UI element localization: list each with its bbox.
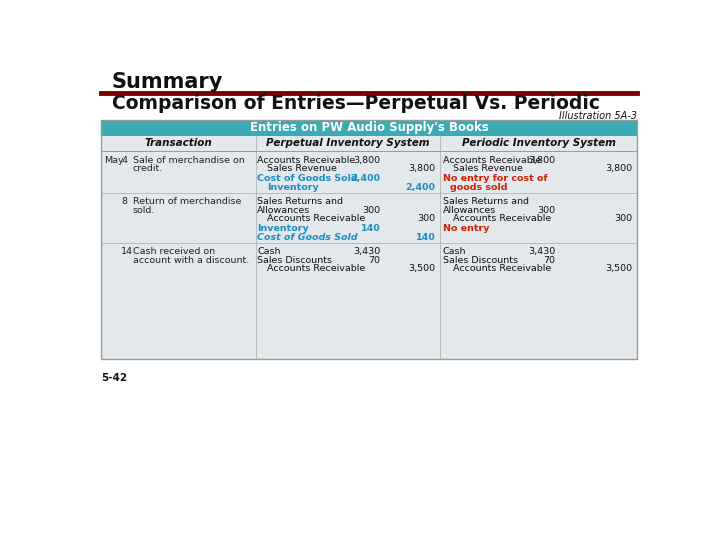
Text: 4: 4 [121,156,127,165]
Text: 3,430: 3,430 [528,247,555,256]
Text: Cash: Cash [443,247,466,256]
Text: Accounts Receivable: Accounts Receivable [453,214,551,224]
Text: Sales Returns and: Sales Returns and [258,197,343,206]
Text: Cash: Cash [258,247,281,256]
Text: Sales Revenue: Sales Revenue [266,164,336,173]
Text: 3,430: 3,430 [354,247,381,256]
Text: Periodic Inventory System: Periodic Inventory System [462,138,616,149]
Text: Accounts Receivable: Accounts Receivable [443,156,541,165]
Text: 3,800: 3,800 [606,164,632,173]
Text: sold.: sold. [132,206,155,215]
Text: 14: 14 [121,247,133,256]
Text: 2,400: 2,400 [405,183,436,192]
Text: 3,800: 3,800 [528,156,555,165]
Text: 300: 300 [537,206,555,215]
Text: Sales Returns and: Sales Returns and [443,197,528,206]
Text: Cost of Goods Sold: Cost of Goods Sold [258,174,358,183]
Text: 140: 140 [416,233,436,242]
Text: goods sold: goods sold [451,183,508,192]
Text: No entry for cost of: No entry for cost of [443,174,547,183]
Text: Cash received on: Cash received on [132,247,215,256]
Text: May: May [104,156,124,165]
Text: Allowances: Allowances [443,206,496,215]
Text: credit.: credit. [132,164,163,173]
Text: Allowances: Allowances [258,206,310,215]
Text: 3,800: 3,800 [408,164,436,173]
Text: Inventory: Inventory [266,183,318,192]
Bar [101,120,637,136]
Text: Perpetual Inventory System: Perpetual Inventory System [266,138,430,149]
Bar [101,120,637,359]
Text: 3,500: 3,500 [606,265,632,273]
Text: 5-42: 5-42 [101,373,127,383]
Bar [101,151,637,359]
Text: Sale of merchandise on: Sale of merchandise on [132,156,244,165]
Text: 70: 70 [369,256,381,265]
Text: Entries on PW Audio Supply's Books: Entries on PW Audio Supply's Books [250,122,488,134]
Text: Return of merchandise: Return of merchandise [132,197,241,206]
Text: Comparison of Entries—Perpetual Vs. Periodic: Comparison of Entries—Perpetual Vs. Peri… [112,94,600,113]
Text: 300: 300 [614,214,632,224]
Text: Accounts Receivable: Accounts Receivable [453,265,551,273]
Text: Sales Revenue: Sales Revenue [453,164,523,173]
Text: 2,400: 2,400 [351,174,381,183]
Text: Cost of Goods Sold: Cost of Goods Sold [258,233,358,242]
Text: Accounts Receivable: Accounts Receivable [266,214,365,224]
Text: Accounts Receivable: Accounts Receivable [266,265,365,273]
Bar [101,136,637,151]
Text: Transaction: Transaction [145,138,212,149]
Text: 70: 70 [543,256,555,265]
Text: 3,500: 3,500 [408,265,436,273]
Text: Summary: Summary [112,72,223,92]
Text: 300: 300 [362,206,381,215]
Text: No entry: No entry [443,224,489,233]
Text: account with a discount.: account with a discount. [132,256,249,265]
Text: Sales Discounts: Sales Discounts [258,256,333,265]
Text: Accounts Receivable: Accounts Receivable [258,156,356,165]
Text: Sales Discounts: Sales Discounts [443,256,518,265]
Text: 300: 300 [418,214,436,224]
Text: 8: 8 [121,197,127,206]
Text: Inventory: Inventory [258,224,309,233]
Text: Illustration 5A-3: Illustration 5A-3 [559,111,637,122]
Text: 140: 140 [361,224,381,233]
Text: 3,800: 3,800 [354,156,381,165]
